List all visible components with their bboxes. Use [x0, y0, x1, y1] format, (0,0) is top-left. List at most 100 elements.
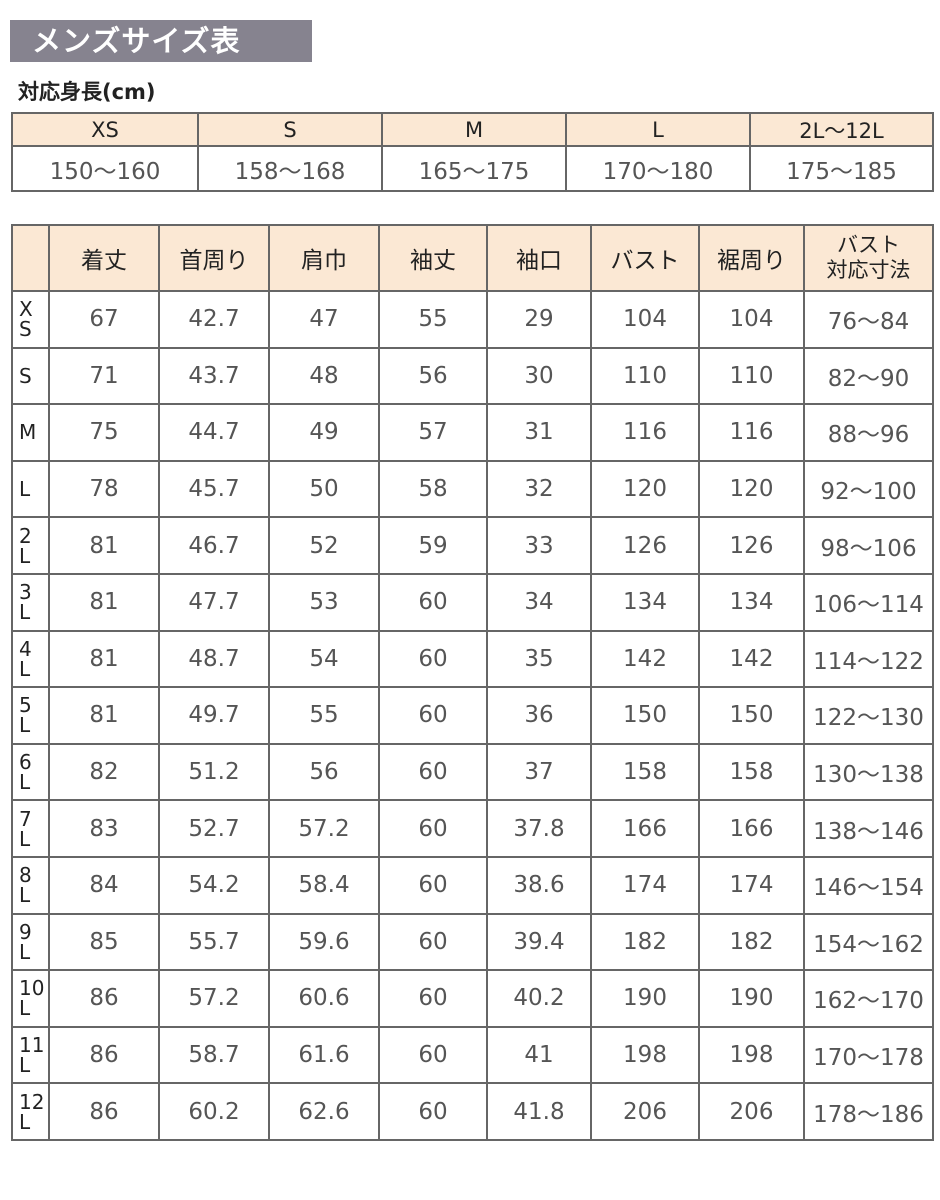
table-row: 4 L 81 48.7 54 60 35 142 142 114～122 — [11, 629, 934, 689]
size-header: L — [565, 112, 751, 147]
table-cell: 116 — [698, 403, 805, 462]
size-header: 2L～12L — [749, 112, 934, 147]
table-cell: 170～178 — [803, 1025, 934, 1085]
column-header: バスト — [590, 224, 700, 292]
table-cell: 31 — [486, 403, 592, 462]
table-row: 7 L 83 52.7 57.2 60 37.8 166 166 138～146 — [11, 799, 934, 858]
table-cell: 54 — [268, 629, 380, 689]
size-label: X S — [11, 290, 50, 349]
table-row: S 71 43.7 48 56 30 110 110 82～90 — [11, 346, 934, 406]
size-label: 7 L — [11, 799, 50, 858]
table-cell: 59.6 — [268, 912, 380, 972]
size-label: 3 L — [11, 572, 50, 632]
table-cell: 60 — [378, 1082, 488, 1141]
table-cell: 52 — [268, 516, 380, 575]
table-row: 8 L 84 54.2 58.4 60 38.6 174 174 146～154 — [11, 855, 934, 915]
table-cell: 182 — [698, 912, 805, 972]
table-cell: 37.8 — [486, 799, 592, 858]
table-cell: 49.7 — [158, 686, 270, 745]
table-cell: 158 — [698, 742, 805, 802]
table-cell: 81 — [48, 572, 160, 632]
table-cell: 57 — [378, 403, 488, 462]
height-range: 150～160 — [11, 145, 199, 192]
table-cell: 142 — [590, 629, 700, 689]
size-label: 8 L — [11, 855, 50, 915]
table-cell: 43.7 — [158, 346, 270, 406]
table-cell: 60 — [378, 799, 488, 858]
table-row: L 78 45.7 50 58 32 120 120 92～100 — [11, 459, 934, 519]
size-label: 5 L — [11, 686, 50, 745]
size-header: M — [381, 112, 567, 147]
table-cell: 110 — [590, 346, 700, 406]
table-cell: 58.7 — [158, 1025, 270, 1085]
table-cell: 174 — [590, 855, 700, 915]
table-cell: 47 — [268, 290, 380, 349]
table-cell: 46.7 — [158, 516, 270, 575]
table-row: 12 L 86 60.2 62.6 60 41.8 206 206 178～186 — [11, 1082, 934, 1141]
table-cell: 86 — [48, 969, 160, 1028]
table-cell: 39.4 — [486, 912, 592, 972]
table-cell: 55.7 — [158, 912, 270, 972]
table-cell: 85 — [48, 912, 160, 972]
table-cell: 166 — [590, 799, 700, 858]
table-cell: 158 — [590, 742, 700, 802]
size-label: S — [11, 346, 50, 406]
table-cell: 82 — [48, 742, 160, 802]
table-cell: 206 — [590, 1082, 700, 1141]
table-cell: 62.6 — [268, 1082, 380, 1141]
size-header: S — [197, 112, 383, 147]
table-cell: 134 — [698, 572, 805, 632]
table-cell: 44.7 — [158, 403, 270, 462]
table-cell: 182 — [590, 912, 700, 972]
table-cell: 37 — [486, 742, 592, 802]
height-table: XS S M L 2L～12L 150～160 158～168 165～175 … — [11, 112, 934, 192]
table-cell: 61.6 — [268, 1025, 380, 1085]
page-title: メンズサイズ表 — [10, 20, 312, 62]
size-label: 6 L — [11, 742, 50, 802]
table-cell: 56 — [378, 346, 488, 406]
table-cell: 134 — [590, 572, 700, 632]
table-row: 10 L 86 57.2 60.6 60 40.2 190 190 162～170 — [11, 969, 934, 1028]
table-row: M 75 44.7 49 57 31 116 116 88～96 — [11, 403, 934, 462]
table-cell: 60 — [378, 742, 488, 802]
height-range: 175～185 — [749, 145, 934, 192]
table-cell: 32 — [486, 459, 592, 519]
table-cell: 55 — [268, 686, 380, 745]
table-cell: 110 — [698, 346, 805, 406]
table-cell: 60 — [378, 969, 488, 1028]
table-cell: 142 — [698, 629, 805, 689]
table-cell: 60 — [378, 912, 488, 972]
table-cell: 75 — [48, 403, 160, 462]
table-cell: 48 — [268, 346, 380, 406]
table-cell: 41 — [486, 1025, 592, 1085]
size-label: M — [11, 403, 50, 462]
table-cell: 174 — [698, 855, 805, 915]
column-header: 肩巾 — [268, 224, 380, 292]
table-cell: 104 — [698, 290, 805, 349]
table-cell: 55 — [378, 290, 488, 349]
table-cell: 166 — [698, 799, 805, 858]
table-cell: 76～84 — [803, 290, 934, 349]
table-cell: 122～130 — [803, 686, 934, 745]
table-row: 11 L 86 58.7 61.6 60 41 198 198 170～178 — [11, 1025, 934, 1085]
table-cell: 56 — [268, 742, 380, 802]
table-cell: 58 — [378, 459, 488, 519]
table-cell: 60 — [378, 629, 488, 689]
table-cell: 154～162 — [803, 912, 934, 972]
table-cell: 60 — [378, 572, 488, 632]
size-label: 2 L — [11, 516, 50, 575]
column-header: 着丈 — [48, 224, 160, 292]
table-cell: 106～114 — [803, 572, 934, 632]
table-cell: 40.2 — [486, 969, 592, 1028]
table-cell: 60 — [378, 686, 488, 745]
size-label: 10 L — [11, 969, 50, 1028]
table-cell: 71 — [48, 346, 160, 406]
table-row: 9 L 85 55.7 59.6 60 39.4 182 182 154～162 — [11, 912, 934, 972]
table-cell: 60 — [378, 855, 488, 915]
column-header — [11, 224, 50, 292]
table-cell: 104 — [590, 290, 700, 349]
size-label: 12 L — [11, 1082, 50, 1141]
table-cell: 50 — [268, 459, 380, 519]
table-cell: 190 — [590, 969, 700, 1028]
table-cell: 81 — [48, 516, 160, 575]
